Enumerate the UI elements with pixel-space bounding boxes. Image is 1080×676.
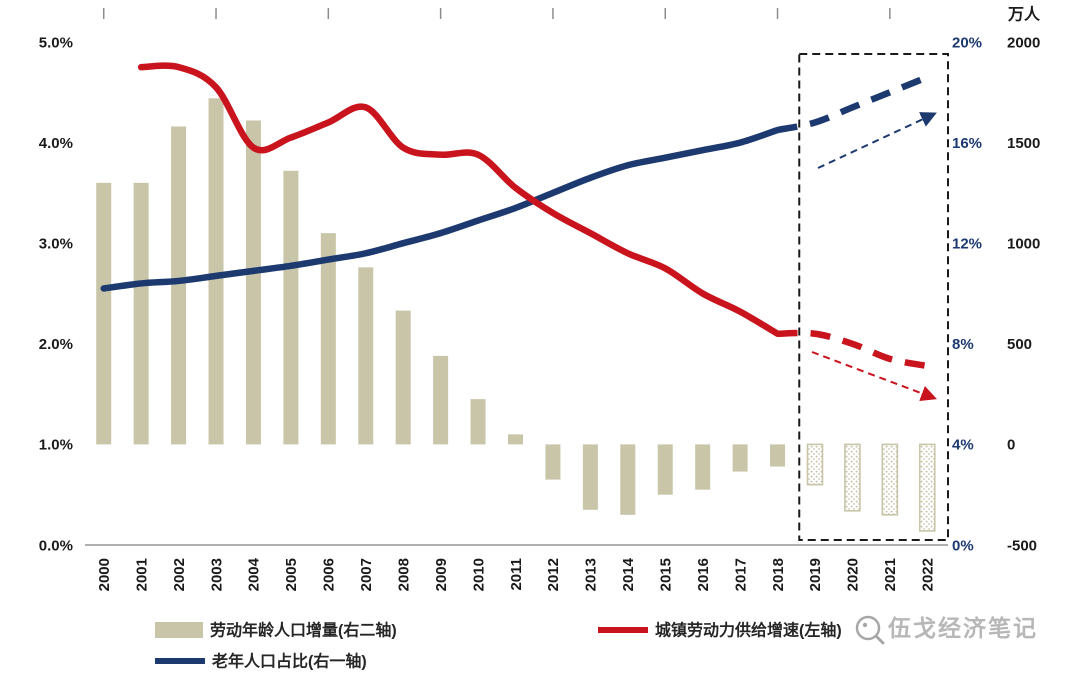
legend-item-working-age-increment: 劳动年龄人口增量(右二轴) bbox=[155, 621, 397, 640]
x-axis-year-label: 2017 bbox=[732, 558, 749, 591]
bar-2006 bbox=[320, 233, 336, 445]
watermark-text: 伍戈经济笔记 bbox=[888, 615, 1038, 641]
line-urban-labor-supply-solid bbox=[137, 62, 781, 337]
left-axis-tick-label: 3.0% bbox=[39, 235, 73, 252]
legend-swatch-blue-line bbox=[155, 658, 205, 664]
bar-2004 bbox=[245, 120, 261, 445]
x-axis-year-label: 2020 bbox=[845, 558, 862, 591]
bar-2007 bbox=[358, 267, 374, 445]
legend-swatch-bar bbox=[155, 622, 203, 638]
bar-2021-forecast bbox=[881, 443, 899, 516]
bar-2016 bbox=[695, 444, 711, 490]
bar-2011 bbox=[508, 434, 523, 445]
x-axis-year-label: 2022 bbox=[920, 558, 937, 591]
bar-2010 bbox=[470, 399, 486, 445]
x-axis-year-label: 2021 bbox=[882, 558, 899, 591]
right1-axis-tick-label: 4% bbox=[952, 437, 974, 454]
right-axis-unit-label: 万人 bbox=[1007, 6, 1041, 24]
bar-2000 bbox=[96, 182, 112, 445]
right2-axis-tick-label: 0 bbox=[1007, 437, 1015, 454]
bar-2022-forecast bbox=[918, 443, 936, 532]
line-elderly-share-forecast-dashed bbox=[776, 74, 929, 134]
axes: 5.0% 20% 2000 4.0% 16% 1500 3.0% 12% 1000 2.0% 8% 5… bbox=[39, 8, 1040, 591]
x-axis-year-label: 2009 bbox=[433, 558, 450, 591]
x-axis-year-label: 2010 bbox=[470, 558, 487, 591]
legend-item-urban-labor-supply: 城镇劳动力供给增速(左轴) bbox=[598, 621, 842, 640]
x-axis-year-label: 2016 bbox=[695, 558, 712, 591]
right2-axis-tick-label: -500 bbox=[1007, 537, 1037, 554]
bar-2017 bbox=[732, 444, 748, 472]
line-urban-labor-supply-forecast-dashed bbox=[777, 329, 928, 370]
bar-2001 bbox=[133, 182, 149, 445]
x-axis-year-label: 2015 bbox=[657, 558, 674, 591]
bar-2009 bbox=[433, 355, 449, 445]
bar-2002 bbox=[171, 126, 187, 445]
legend-swatch-red-line bbox=[598, 627, 648, 633]
bar-2015 bbox=[657, 444, 673, 495]
bar-2019-forecast bbox=[806, 443, 824, 486]
right2-axis-tick-label: 500 bbox=[1007, 336, 1032, 353]
right2-axis-tick-label: 2000 bbox=[1007, 34, 1040, 51]
forecast-arrow-up-icon bbox=[817, 112, 937, 169]
x-axis-year-label: 2005 bbox=[283, 558, 300, 591]
line-elderly-share-solid bbox=[100, 126, 781, 292]
x-axis-year-label: 2002 bbox=[171, 558, 188, 591]
right2-axis-tick-label: 1000 bbox=[1007, 235, 1040, 252]
x-axis-year-label: 2000 bbox=[96, 558, 113, 591]
x-axis-year-label: 2004 bbox=[246, 557, 263, 591]
bar-2008 bbox=[395, 310, 411, 445]
bar-2020-forecast bbox=[844, 443, 861, 512]
legend-item-elderly-share: 老年人口占比(右一轴) bbox=[155, 652, 367, 671]
x-axis-year-label: 2019 bbox=[807, 558, 824, 591]
legend-label-working-age-increment: 劳动年龄人口增量(右二轴) bbox=[210, 621, 397, 640]
x-axis-year-label: 2012 bbox=[545, 558, 562, 591]
x-axis-year-label: 2003 bbox=[208, 558, 225, 591]
right1-axis-tick-label: 0% bbox=[952, 537, 974, 554]
bar-2013 bbox=[582, 444, 598, 510]
right1-axis-tick-label: 20% bbox=[952, 34, 982, 51]
forecast-box bbox=[798, 53, 949, 541]
x-axis-year-label: 2007 bbox=[358, 558, 375, 591]
legend-label-elderly-share: 老年人口占比(右一轴) bbox=[211, 652, 367, 671]
right1-axis-tick-label: 16% bbox=[952, 135, 982, 152]
bar-2018 bbox=[770, 444, 786, 467]
bar-2014 bbox=[620, 444, 636, 515]
x-axis-year-label: 2011 bbox=[508, 558, 525, 591]
left-axis-tick-label: 1.0% bbox=[39, 437, 73, 454]
bar-2005 bbox=[283, 170, 299, 445]
x-axis-year-label: 2014 bbox=[620, 557, 637, 591]
bar-2012 bbox=[545, 444, 561, 480]
plot-area bbox=[96, 53, 949, 541]
left-axis-tick-label: 2.0% bbox=[39, 336, 73, 353]
x-axis-year-label: 2006 bbox=[321, 558, 338, 591]
annotations bbox=[811, 112, 937, 401]
x-axis-year-label: 2013 bbox=[583, 558, 600, 591]
watermark-logo-icon bbox=[855, 615, 885, 645]
watermark: 伍戈经济笔记 bbox=[855, 615, 1038, 645]
right1-axis-tick-label: 8% bbox=[952, 336, 974, 353]
right2-axis-tick-label: 1500 bbox=[1007, 135, 1040, 152]
legend-label-urban-labor-supply: 城镇劳动力供给增速(左轴) bbox=[655, 621, 842, 640]
bar-2003 bbox=[208, 98, 224, 445]
left-axis-tick-label: 5.0% bbox=[39, 34, 73, 51]
legend: 劳动年龄人口增量(右二轴) 城镇劳动力供给增速(左轴) 老年人口占比(右一轴) bbox=[155, 621, 842, 671]
x-axis-year-label: 2008 bbox=[395, 558, 412, 591]
right1-axis-tick-label: 12% bbox=[952, 235, 982, 252]
x-axis-year-label: 2001 bbox=[133, 558, 150, 591]
x-axis-year-label: 2018 bbox=[770, 558, 787, 591]
left-axis-tick-label: 4.0% bbox=[39, 135, 73, 152]
left-axis-tick-label: 0.0% bbox=[39, 537, 73, 554]
forecast-arrow-down-icon bbox=[811, 351, 937, 401]
